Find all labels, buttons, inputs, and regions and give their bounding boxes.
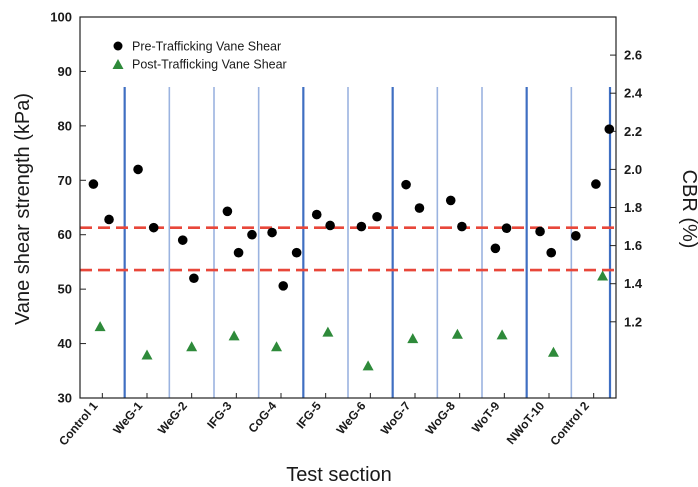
pre-trafficking-point (490, 243, 501, 254)
y-tick-label: 70 (58, 173, 72, 188)
post-trafficking-point (322, 326, 334, 337)
y-axis-title: Vane shear strength (kPa) (12, 93, 34, 325)
x-axis-categories: Control 1 WeG-1 WeG-2 IFG-3 CoG-4 IFG-5 WeG-6 W… (56, 393, 595, 449)
post-trafficking-point (94, 321, 106, 332)
x-category-label: IFG-5 (294, 399, 325, 432)
pre-trafficking-point (401, 179, 411, 190)
post-trafficking-point (141, 349, 153, 360)
legend-triangle-marker (112, 59, 124, 69)
data-points (88, 124, 615, 371)
pre-trafficking-point (445, 195, 456, 206)
post-trafficking-point (186, 341, 198, 352)
x-category-label: IFG-3 (204, 399, 235, 432)
post-trafficking-point (597, 270, 609, 281)
x-category-label: WeG-6 (334, 399, 369, 437)
x-category-label: WoG-7 (378, 399, 414, 438)
y-axis-ticks: 30 40 50 60 70 80 90 100 (50, 10, 86, 406)
pre-trafficking-point (604, 124, 615, 134)
legend: Pre-Trafficking Vane Shear Post-Trafficki… (112, 40, 287, 72)
y2-tick-label: 1.4 (624, 276, 643, 291)
y2-tick-label: 2.2 (624, 124, 642, 139)
y2-tick-label: 1.6 (624, 238, 642, 253)
y2-tick-label: 2.4 (624, 86, 643, 101)
pre-trafficking-point (535, 226, 545, 237)
pre-trafficking-point (571, 231, 581, 241)
pre-trafficking-point (311, 209, 322, 220)
y-tick-label: 100 (50, 10, 72, 25)
post-trafficking-point (228, 330, 240, 341)
pre-trafficking-point (189, 273, 199, 284)
y-tick-label: 90 (58, 64, 72, 79)
pre-trafficking-point (457, 221, 467, 232)
pre-trafficking-point (278, 281, 289, 291)
pre-trafficking-point (501, 223, 512, 233)
x-category-label: WoG-8 (423, 399, 459, 438)
pre-trafficking-point (104, 214, 114, 225)
post-trafficking-point (407, 333, 419, 344)
post-trafficking-point (547, 346, 559, 357)
pre-trafficking-point (591, 179, 601, 189)
pre-trafficking-point (356, 221, 367, 232)
section-separators (123, 87, 612, 398)
x-category-label: WoT-9 (469, 399, 503, 436)
y-tick-label: 60 (58, 227, 72, 242)
y2-tick-label: 1.2 (624, 314, 642, 329)
pre-trafficking-point (325, 220, 335, 231)
y-tick-label: 30 (58, 391, 72, 406)
y-tick-label: 80 (58, 118, 72, 133)
pre-trafficking-point (177, 235, 188, 245)
x-category-label: NWoT-10 (504, 399, 548, 447)
y2-axis-title: CBR (%) (678, 170, 698, 249)
pre-trafficking-point (546, 247, 557, 258)
pre-trafficking-point (267, 227, 277, 238)
y2-tick-label: 2.0 (624, 162, 642, 177)
post-trafficking-point (362, 360, 374, 371)
y-tick-label: 50 (58, 282, 72, 297)
x-category-label: WeG-2 (155, 399, 190, 437)
pre-trafficking-point (414, 203, 425, 213)
post-trafficking-point (271, 341, 283, 352)
legend-circle-marker (113, 41, 123, 51)
y2-tick-label: 2.6 (624, 48, 642, 63)
pre-trafficking-point (148, 222, 159, 233)
post-trafficking-point (496, 329, 508, 340)
x-category-label: Control 1 (56, 399, 101, 449)
pre-trafficking-point (291, 247, 302, 258)
pre-trafficking-point (222, 206, 233, 217)
y2-tick-label: 1.8 (624, 200, 642, 215)
y-tick-label: 40 (58, 336, 72, 351)
pre-trafficking-point (133, 164, 143, 175)
pre-trafficking-point (247, 229, 257, 240)
x-category-label: CoG-4 (245, 399, 279, 436)
legend-entry-label: Post-Trafficking Vane Shear (132, 58, 287, 72)
pre-trafficking-point (233, 247, 244, 258)
x-axis-title: Test section (286, 464, 392, 486)
legend-entry-label: Pre-Trafficking Vane Shear (132, 40, 281, 54)
y2-axis-ticks: 1.2 1.4 1.6 1.8 2.0 2.2 2.4 2.6 (610, 48, 643, 329)
x-category-label: Control 2 (547, 399, 592, 449)
x-category-label: WeG-1 (110, 399, 145, 437)
post-trafficking-point (451, 328, 463, 339)
pre-trafficking-point (88, 179, 99, 189)
pre-trafficking-point (372, 211, 382, 222)
